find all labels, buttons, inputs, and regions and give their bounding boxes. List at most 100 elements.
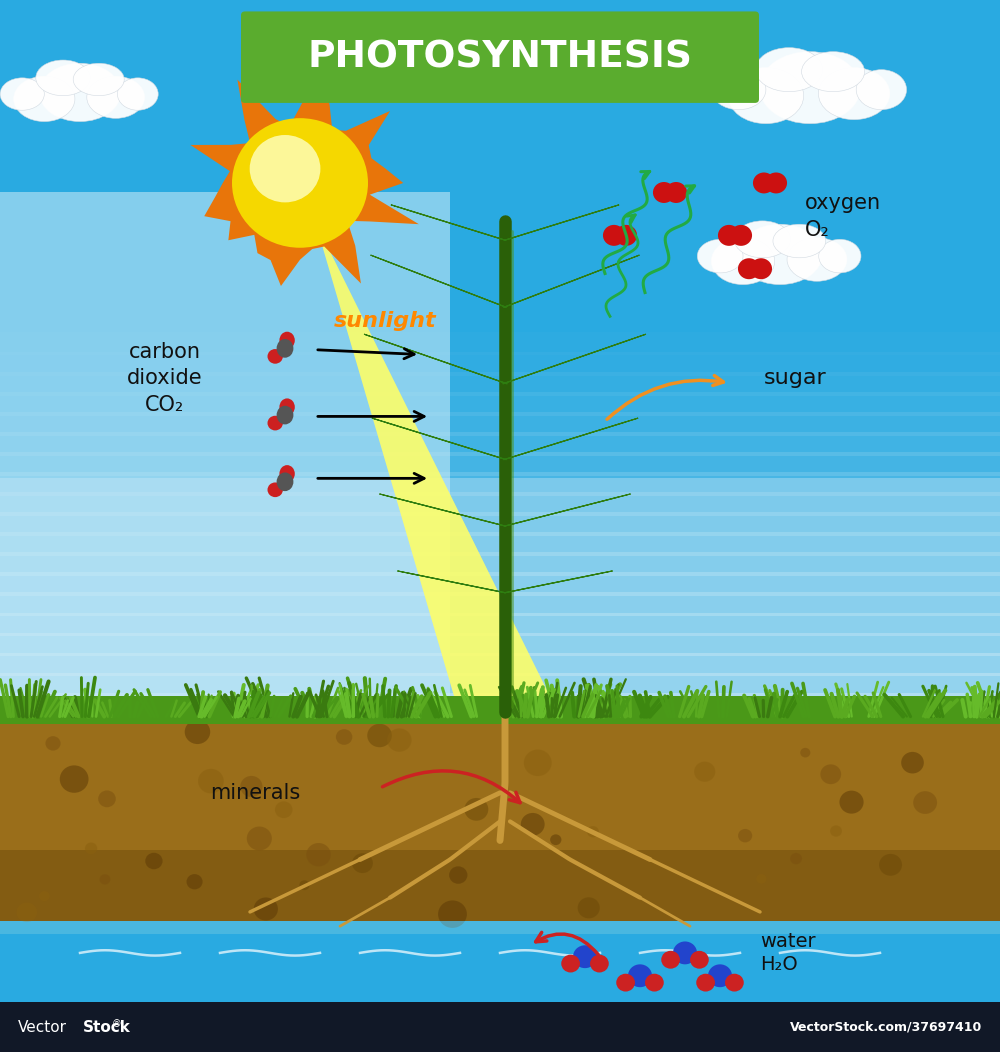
Circle shape xyxy=(352,853,373,873)
Ellipse shape xyxy=(728,67,804,124)
Circle shape xyxy=(750,258,772,279)
Polygon shape xyxy=(0,1003,1000,1052)
Polygon shape xyxy=(0,391,1000,416)
Polygon shape xyxy=(379,494,506,526)
Circle shape xyxy=(521,813,545,835)
Circle shape xyxy=(790,853,802,865)
Polygon shape xyxy=(0,922,1000,1003)
Circle shape xyxy=(306,843,331,867)
Ellipse shape xyxy=(818,67,890,120)
Circle shape xyxy=(85,843,97,854)
Ellipse shape xyxy=(277,406,293,424)
Circle shape xyxy=(185,720,210,744)
Circle shape xyxy=(800,748,810,757)
Circle shape xyxy=(738,829,752,843)
Circle shape xyxy=(730,225,752,246)
Circle shape xyxy=(573,946,597,968)
Ellipse shape xyxy=(14,76,75,122)
Circle shape xyxy=(578,897,600,918)
Ellipse shape xyxy=(787,238,847,281)
Polygon shape xyxy=(372,418,506,460)
Ellipse shape xyxy=(711,238,775,285)
Text: Stock: Stock xyxy=(83,1019,131,1035)
Ellipse shape xyxy=(277,472,293,491)
Circle shape xyxy=(913,791,937,814)
Circle shape xyxy=(820,765,841,784)
Text: sugar: sugar xyxy=(764,368,826,388)
Polygon shape xyxy=(504,418,638,460)
Circle shape xyxy=(690,951,709,969)
Polygon shape xyxy=(315,221,560,716)
Ellipse shape xyxy=(738,224,822,285)
Ellipse shape xyxy=(856,69,907,109)
Ellipse shape xyxy=(268,483,283,498)
Polygon shape xyxy=(0,432,1000,456)
Ellipse shape xyxy=(268,416,283,430)
Circle shape xyxy=(756,874,766,884)
Ellipse shape xyxy=(268,349,283,364)
Polygon shape xyxy=(0,922,1000,934)
Text: oxygen
O₂: oxygen O₂ xyxy=(805,194,881,240)
Circle shape xyxy=(524,749,552,776)
Polygon shape xyxy=(0,492,1000,515)
Circle shape xyxy=(17,903,37,922)
Polygon shape xyxy=(0,472,1000,495)
Polygon shape xyxy=(504,205,619,240)
Circle shape xyxy=(247,827,272,850)
FancyBboxPatch shape xyxy=(241,12,759,103)
Circle shape xyxy=(254,897,278,920)
Circle shape xyxy=(628,965,652,987)
Polygon shape xyxy=(0,632,1000,656)
Circle shape xyxy=(464,798,488,821)
Ellipse shape xyxy=(697,240,743,272)
Text: Vector: Vector xyxy=(18,1019,67,1035)
Circle shape xyxy=(830,826,842,836)
Circle shape xyxy=(250,135,320,202)
Ellipse shape xyxy=(802,52,865,92)
Circle shape xyxy=(45,736,61,751)
Circle shape xyxy=(100,874,110,885)
Polygon shape xyxy=(0,592,1000,616)
Circle shape xyxy=(725,974,744,992)
Circle shape xyxy=(387,728,412,752)
Polygon shape xyxy=(0,193,450,716)
Circle shape xyxy=(696,974,715,992)
Circle shape xyxy=(98,790,116,807)
Circle shape xyxy=(665,182,687,203)
Polygon shape xyxy=(0,695,1000,724)
Circle shape xyxy=(275,802,293,818)
Circle shape xyxy=(60,766,89,793)
Circle shape xyxy=(753,173,775,194)
Polygon shape xyxy=(190,65,419,286)
Ellipse shape xyxy=(73,63,124,96)
Circle shape xyxy=(661,951,680,969)
Polygon shape xyxy=(0,652,1000,676)
Circle shape xyxy=(590,954,609,972)
Ellipse shape xyxy=(819,240,861,272)
Circle shape xyxy=(587,826,599,837)
Circle shape xyxy=(694,762,715,782)
Text: VectorStock.com/37697410: VectorStock.com/37697410 xyxy=(790,1020,982,1034)
Polygon shape xyxy=(0,572,1000,596)
Ellipse shape xyxy=(711,69,766,109)
Circle shape xyxy=(449,867,467,884)
Polygon shape xyxy=(0,850,1000,922)
Circle shape xyxy=(653,182,675,203)
Circle shape xyxy=(603,225,625,246)
Text: minerals: minerals xyxy=(210,783,300,803)
Ellipse shape xyxy=(773,224,826,258)
Polygon shape xyxy=(364,335,507,384)
Polygon shape xyxy=(397,571,505,592)
Ellipse shape xyxy=(87,76,145,118)
Circle shape xyxy=(145,853,163,869)
Polygon shape xyxy=(0,532,1000,557)
Circle shape xyxy=(240,776,262,797)
Circle shape xyxy=(718,225,740,246)
Polygon shape xyxy=(0,371,1000,396)
Ellipse shape xyxy=(117,78,158,110)
Circle shape xyxy=(550,834,561,845)
Circle shape xyxy=(901,752,924,773)
Polygon shape xyxy=(0,693,1000,716)
Polygon shape xyxy=(0,452,1000,476)
Circle shape xyxy=(438,901,467,928)
